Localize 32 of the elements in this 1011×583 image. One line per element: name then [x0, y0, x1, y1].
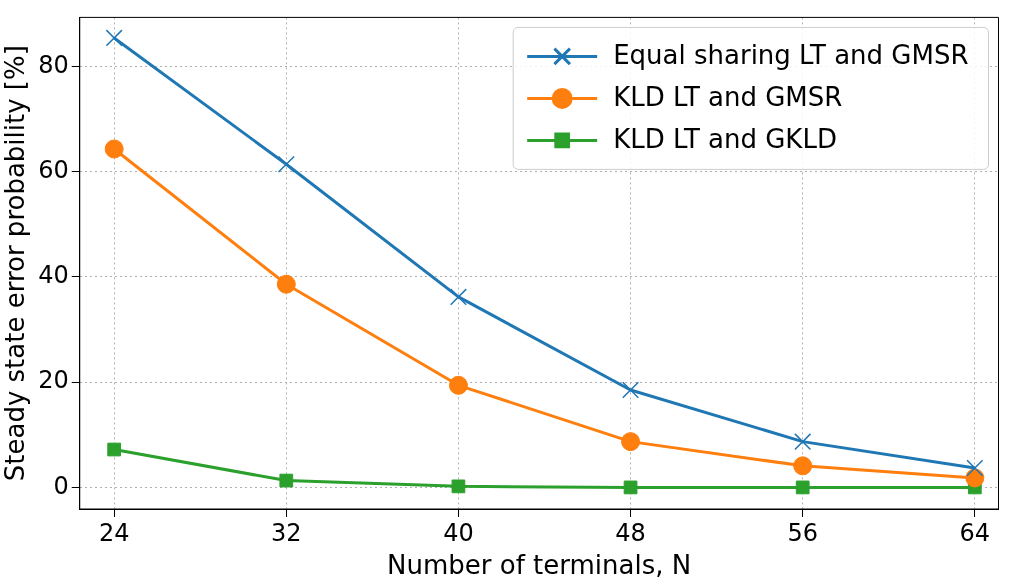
legend-label: KLD LT and GMSR [613, 82, 843, 113]
x-axis-title: Number of terminals, N [387, 550, 692, 581]
point [794, 433, 812, 451]
y-axis-title: Steady state error probability [%] [0, 45, 31, 482]
point [966, 459, 984, 477]
x-tick-label: 24 [98, 518, 130, 547]
point [279, 473, 294, 488]
legend-label: KLD LT and GKLD [613, 124, 837, 155]
point [104, 139, 124, 159]
y-tick-label: 40 [38, 261, 69, 290]
point [277, 155, 295, 173]
x-tick-label: 48 [615, 518, 646, 547]
y-tick-label: 80 [38, 50, 69, 79]
point [795, 480, 810, 495]
point [621, 432, 641, 452]
point [449, 288, 467, 306]
point [623, 480, 638, 495]
x-tick-label: 64 [959, 518, 991, 547]
y-tick-label: 60 [38, 155, 69, 184]
y-tick-label: 20 [38, 366, 69, 395]
point [622, 381, 640, 399]
x-tick-label: 40 [443, 518, 474, 547]
point [107, 442, 122, 457]
legend-label: Equal sharing LT and GMSR [613, 40, 969, 71]
point [451, 479, 466, 494]
x-tick-label: 32 [271, 518, 302, 547]
point [448, 375, 468, 395]
point [793, 456, 813, 476]
point [105, 29, 123, 47]
point [276, 274, 296, 294]
x-tick-label: 56 [787, 518, 818, 547]
y-tick-label: 0 [53, 471, 69, 500]
